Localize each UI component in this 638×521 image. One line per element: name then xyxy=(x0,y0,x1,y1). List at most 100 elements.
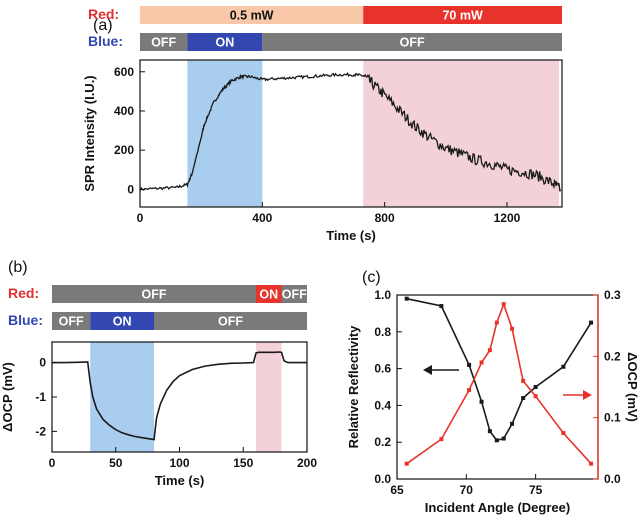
x-tick-label-2: 100 xyxy=(169,456,189,470)
y-tick-label-1: -1 xyxy=(35,390,46,404)
shaded-region-1 xyxy=(256,342,282,452)
blue-segment-label-2: OFF xyxy=(218,315,243,329)
x-tick-label-3: 150 xyxy=(233,456,253,470)
data-point-1-8 xyxy=(521,378,526,383)
y2-tick-label-2: 0.2 xyxy=(604,349,621,363)
blue-row-label: Blue: xyxy=(8,312,43,328)
y-tick-label-3: 0.6 xyxy=(374,362,391,376)
x-tick-label-2: 75 xyxy=(529,483,543,497)
y-tick-label-2: 400 xyxy=(114,104,134,118)
shaded-region-0 xyxy=(90,342,154,452)
y-tick-label-1: 0.2 xyxy=(374,435,391,449)
red-segment-1 xyxy=(363,6,562,24)
data-point-1-0 xyxy=(404,461,409,466)
data-point-1-2 xyxy=(467,388,472,393)
x-axis-label: Incident Angle (Degree) xyxy=(425,500,570,515)
x-tick-label-1: 400 xyxy=(252,211,272,225)
data-point-1-4 xyxy=(487,348,492,353)
data-point-0-6 xyxy=(501,436,506,441)
panel-label: (c) xyxy=(362,269,381,286)
data-point-0-0 xyxy=(404,296,409,301)
blue-segment-label-2: OFF xyxy=(400,36,425,50)
blue-segment-label-0: OFF xyxy=(59,315,84,329)
data-point-1-11 xyxy=(589,461,594,466)
data-point-1-5 xyxy=(494,320,499,325)
red-segment-label-0: OFF xyxy=(142,288,167,302)
y-axis-label: Relative Reflectivity xyxy=(346,325,361,449)
blue-segment-label-1: ON xyxy=(215,36,234,50)
y-axis-label: ΔOCP (mV) xyxy=(0,362,15,432)
blue-segment-1 xyxy=(187,33,263,51)
red-row-label: Red: xyxy=(8,285,39,301)
series-line-0 xyxy=(52,351,307,441)
x-axis-label: Time (s) xyxy=(326,228,376,243)
panel-label: (a) xyxy=(93,17,113,34)
shaded-region-1 xyxy=(363,60,559,207)
blue-segment-1 xyxy=(90,312,154,330)
data-point-0-11 xyxy=(589,320,594,325)
data-point-0-9 xyxy=(533,385,538,389)
data-point-0-10 xyxy=(561,364,566,369)
y-tick-label-0: 0.0 xyxy=(374,472,391,486)
x-tick-label-0: 0 xyxy=(49,456,56,470)
y-tick-label-1: 200 xyxy=(114,143,134,157)
data-point-1-9 xyxy=(533,394,538,399)
y-tick-label-0: -2 xyxy=(35,424,46,438)
data-point-0-5 xyxy=(494,438,499,443)
y-tick-label-5: 1.0 xyxy=(374,288,391,302)
x-tick-label-3: 1200 xyxy=(494,211,521,225)
y-axis-label: SPR Intensity (I.U.) xyxy=(82,75,97,191)
left-axis-arrow-head xyxy=(423,365,432,375)
data-point-0-7 xyxy=(510,421,515,426)
blue-segment-label-0: OFF xyxy=(151,36,176,50)
data-point-0-3 xyxy=(479,399,484,404)
red-segment-label-1: 70 mW xyxy=(442,9,482,23)
panel-label: (b) xyxy=(8,259,28,276)
data-point-0-2 xyxy=(467,362,472,367)
data-point-1-7 xyxy=(510,326,515,331)
data-point-1-3 xyxy=(479,360,484,365)
y-tick-label-3: 600 xyxy=(114,65,134,79)
blue-segment-2 xyxy=(154,312,307,330)
series-line-0 xyxy=(406,297,592,442)
y-tick-label-2: 0 xyxy=(39,356,46,370)
red-segment-1 xyxy=(256,285,282,303)
red-segment-0 xyxy=(52,285,256,303)
y-tick-label-4: 0.8 xyxy=(374,325,391,339)
x-tick-label-1: 70 xyxy=(460,483,474,497)
blue-row-label: Blue: xyxy=(88,33,123,49)
blue-segment-label-1: ON xyxy=(113,315,132,329)
red-segment-label-1: ON xyxy=(259,288,278,302)
y2-tick-label-1: 0.1 xyxy=(604,411,621,425)
red-segment-2 xyxy=(281,285,307,303)
blue-segment-0 xyxy=(140,33,188,51)
data-point-1-1 xyxy=(439,437,444,442)
y2-axis-label: ΔOCP (mV) xyxy=(625,352,638,422)
x-tick-label-1: 50 xyxy=(109,456,123,470)
shaded-region-0 xyxy=(187,60,263,207)
right-axis-arrow-head xyxy=(583,390,592,400)
y-tick-label-0: 0 xyxy=(127,182,134,196)
data-point-0-4 xyxy=(487,429,492,434)
plot-frame xyxy=(139,59,563,208)
x-tick-label-0: 0 xyxy=(137,211,144,225)
red-segment-0 xyxy=(140,6,364,24)
data-point-1-10 xyxy=(561,431,566,435)
red-segment-label-0: 0.5 mW xyxy=(230,9,274,23)
x-axis-label: Time (s) xyxy=(155,473,205,488)
red-segment-label-2: OFF xyxy=(282,288,307,302)
data-point-0-8 xyxy=(521,396,526,401)
data-point-1-6 xyxy=(501,302,506,307)
y-tick-label-2: 0.4 xyxy=(374,398,391,412)
x-tick-label-4: 200 xyxy=(297,456,317,470)
blue-segment-0 xyxy=(52,312,91,330)
y2-tick-label-3: 0.3 xyxy=(604,288,621,302)
red-row-label: Red: xyxy=(88,6,119,22)
y2-tick-label-0: 0.0 xyxy=(604,472,621,486)
series-line-1 xyxy=(406,301,592,465)
data-point-0-1 xyxy=(439,304,444,309)
x-tick-label-0: 65 xyxy=(390,483,404,497)
x-tick-label-2: 800 xyxy=(375,211,395,225)
blue-segment-2 xyxy=(262,33,562,51)
